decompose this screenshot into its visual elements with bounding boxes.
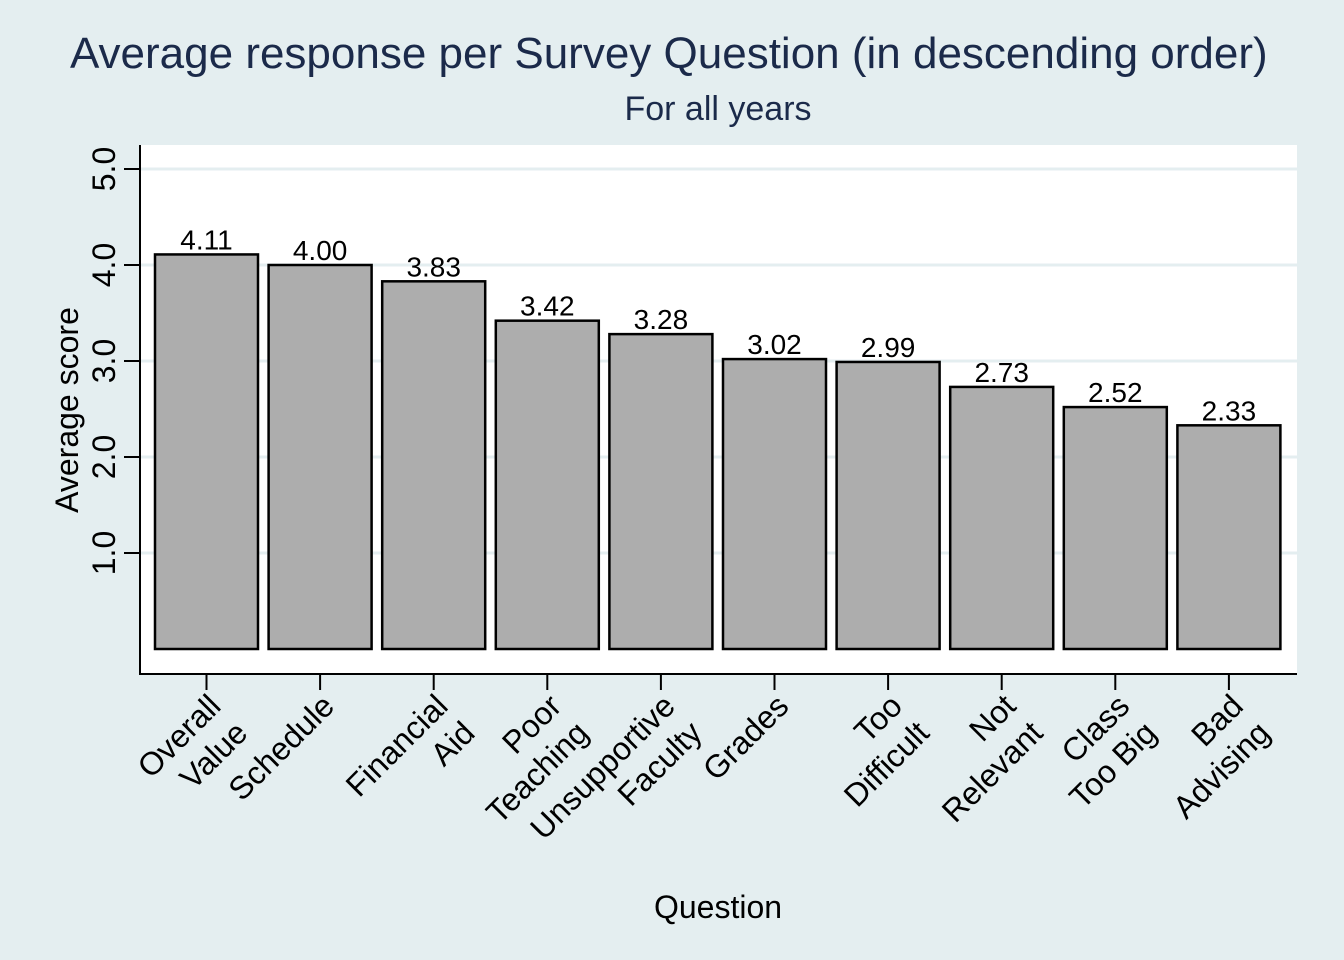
x-axis-label: Question xyxy=(654,889,782,925)
category-label: NotRelevant xyxy=(908,687,1050,829)
bar xyxy=(1176,424,1282,651)
bar xyxy=(948,385,1055,651)
bar xyxy=(267,263,373,651)
y-axis-label: Average score xyxy=(49,307,85,513)
bar xyxy=(721,357,828,651)
y-tick-label: 3.0 xyxy=(86,339,122,383)
bar-value-label: 2.73 xyxy=(974,357,1029,388)
y-tick-label: 1.0 xyxy=(86,531,122,575)
bar xyxy=(608,332,714,651)
category-label: Grades xyxy=(696,687,796,787)
bar-value-label: 4.00 xyxy=(293,235,348,266)
bar xyxy=(380,280,487,651)
category-label: ClassToo Big xyxy=(1035,687,1163,815)
bar xyxy=(1062,405,1169,651)
bar xyxy=(494,319,601,651)
bar xyxy=(835,360,941,651)
bar xyxy=(153,253,260,651)
bar-value-label: 3.02 xyxy=(747,329,802,360)
bar-value-label: 3.42 xyxy=(520,291,575,322)
y-tick-label: 4.0 xyxy=(86,243,122,287)
bar-value-label: 3.83 xyxy=(406,251,461,282)
category-label: TooDifficult xyxy=(810,687,936,813)
y-tick-label: 2.0 xyxy=(86,435,122,479)
bar-value-labels: 4.11 4.00 3.83 3.42 3.28 3.02 2.99 2.73 2.52 2.33 xyxy=(180,224,1256,426)
chart-subtitle: For all years xyxy=(624,90,811,128)
y-ticks: 1.0 2.0 3.0 4.0 5.0 xyxy=(86,147,140,575)
bars xyxy=(153,253,1282,651)
bar-value-label: 3.28 xyxy=(634,304,689,335)
chart-title: Average response per Survey Question (in… xyxy=(70,29,1268,78)
bar-value-label: 2.99 xyxy=(861,332,916,363)
y-tick-label: 5.0 xyxy=(86,147,122,191)
category-label: FinancialAid xyxy=(339,687,482,830)
category-label: BadAdvising xyxy=(1139,687,1277,825)
bar-value-label: 4.11 xyxy=(180,224,232,255)
bar-value-label: 2.52 xyxy=(1088,377,1143,408)
bar-value-label: 2.33 xyxy=(1202,395,1257,426)
